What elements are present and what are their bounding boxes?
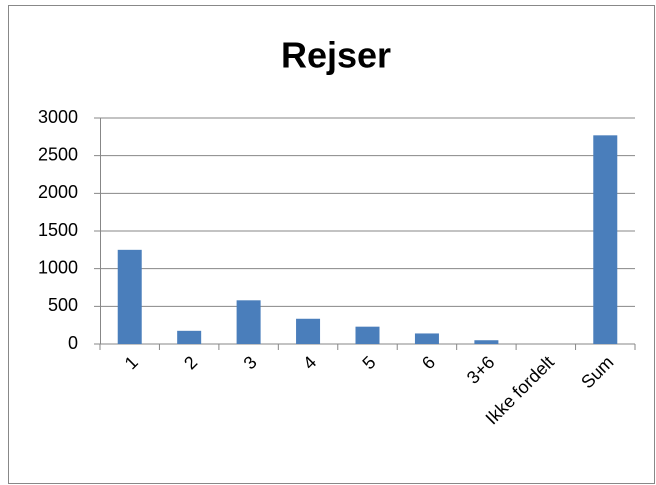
y-tick-label: 2500 [38, 144, 78, 164]
y-tick-label: 1000 [38, 257, 78, 277]
bar [236, 300, 261, 344]
bar [177, 330, 202, 344]
bar [296, 318, 321, 344]
y-tick-label: 0 [68, 333, 78, 353]
bar [593, 135, 618, 344]
chart-frame [8, 5, 655, 484]
y-tick-label: 500 [48, 295, 78, 315]
y-tick-label: 1500 [38, 220, 78, 240]
bar [355, 326, 380, 344]
bar [414, 333, 439, 344]
bar [117, 249, 142, 344]
y-tick-label: 3000 [38, 107, 78, 127]
bar [474, 340, 499, 344]
chart-title: Rejser [281, 35, 391, 76]
y-tick-label: 2000 [38, 182, 78, 202]
